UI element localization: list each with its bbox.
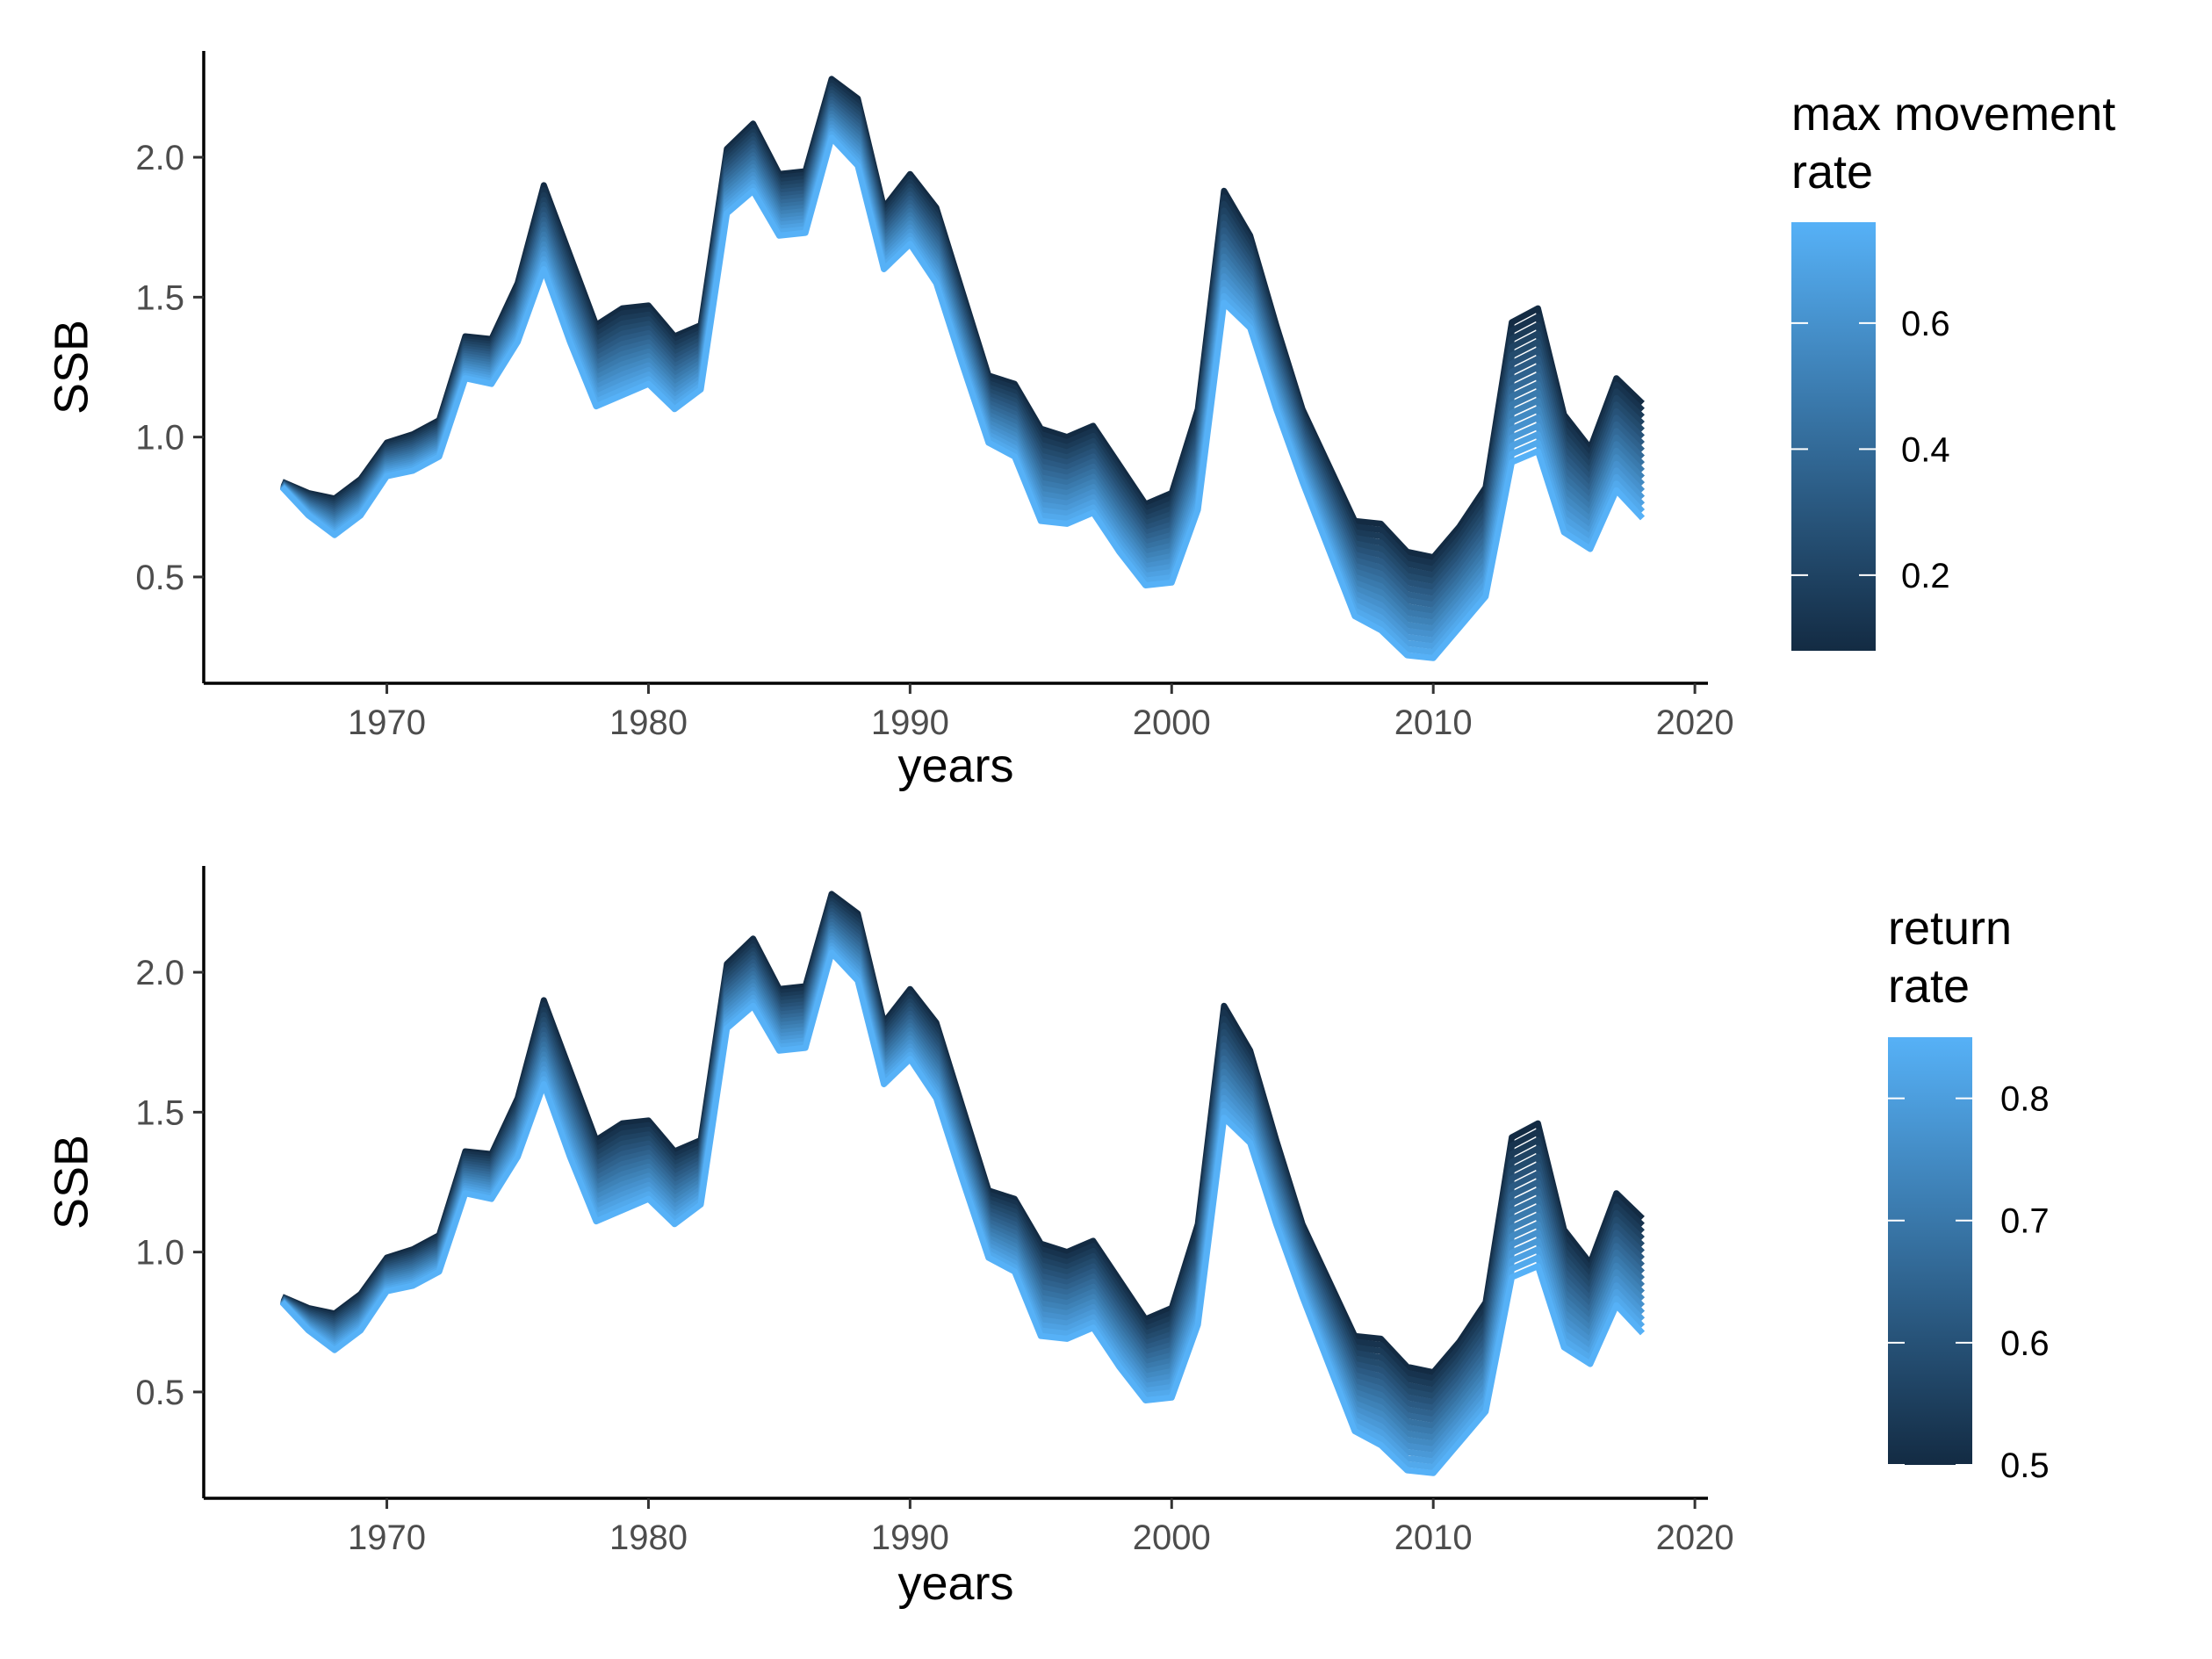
panel-2-legend-title-line1: return (1888, 902, 2012, 955)
x-tick-label: 2020 (1656, 703, 1734, 742)
panel-1-lines (279, 76, 1646, 661)
panel-1-y-axis: 0.5 1.0 1.5 2.0 (135, 51, 205, 683)
x-tick-label: 2000 (1133, 703, 1211, 742)
x-tick-label: 2000 (1133, 1518, 1211, 1557)
y-tick-label: 2.0 (135, 139, 184, 177)
y-tick-label: 0.5 (135, 559, 184, 597)
panel-2: 0.5 1.0 1.5 2.0 1970 1980 1990 2000 2010 2020 ye… (45, 866, 2050, 1610)
x-tick-label: 1990 (871, 1518, 949, 1557)
panel-1: 0.5 1.0 1.5 2.0 1970 1980 1990 2000 2010 2020 ye… (45, 51, 2115, 792)
x-tick-label: 1980 (609, 703, 688, 742)
panel-1-legend-title-line2: rate (1791, 146, 1873, 198)
x-tick-label: 1970 (348, 703, 426, 742)
x-tick-label: 2020 (1656, 1518, 1734, 1557)
y-tick-label: 1.5 (135, 1093, 184, 1132)
y-tick-label: 1.5 (135, 278, 184, 317)
panel-2-y-axis-title: SSB (45, 1135, 97, 1230)
series-line-18 (279, 949, 1646, 1476)
panel-1-y-axis-title: SSB (45, 320, 97, 415)
panel-1-legend-title-line1: max movement (1791, 88, 2115, 141)
y-tick-label: 1.0 (135, 419, 184, 458)
panel-2-legend-title-line2: rate (1888, 960, 1970, 1013)
legend-label: 0.6 (1901, 305, 1950, 343)
y-tick-label: 1.0 (135, 1234, 184, 1273)
panel-2-x-axis-title: years (897, 1557, 1013, 1610)
x-tick-label: 1980 (609, 1518, 688, 1557)
x-tick-label: 2010 (1394, 703, 1473, 742)
legend-label: 0.4 (1901, 430, 1950, 469)
legend-label: 0.8 (2000, 1080, 2050, 1119)
legend-colorbar (1888, 1037, 1972, 1465)
legend-label: 0.5 (2000, 1446, 2050, 1485)
panel-1-x-axis: 1970 1980 1990 2000 2010 2020 (204, 682, 1734, 742)
x-tick-label: 1970 (348, 1518, 426, 1557)
y-tick-label: 2.0 (135, 954, 184, 992)
panel-2-y-axis: 0.5 1.0 1.5 2.0 (135, 866, 205, 1498)
series-line-18 (279, 134, 1646, 661)
panel-2-legend: return rate 0.5 0.6 0.7 0.8 (1888, 902, 2050, 1485)
y-tick-label: 0.5 (135, 1374, 184, 1412)
x-tick-label: 2010 (1394, 1518, 1473, 1557)
legend-label: 0.7 (2000, 1202, 2050, 1241)
legend-label: 0.6 (2000, 1324, 2050, 1363)
panel-1-x-axis-title: years (897, 739, 1013, 792)
legend-label: 0.2 (1901, 557, 1950, 595)
x-tick-label: 1990 (871, 703, 949, 742)
panel-2-lines (279, 891, 1646, 1476)
legend-colorbar (1791, 222, 1876, 651)
panel-1-legend: max movement rate 0.2 0.4 0.6 (1791, 88, 2115, 651)
panel-2-x-axis: 1970 1980 1990 2000 2010 2020 (204, 1497, 1734, 1557)
